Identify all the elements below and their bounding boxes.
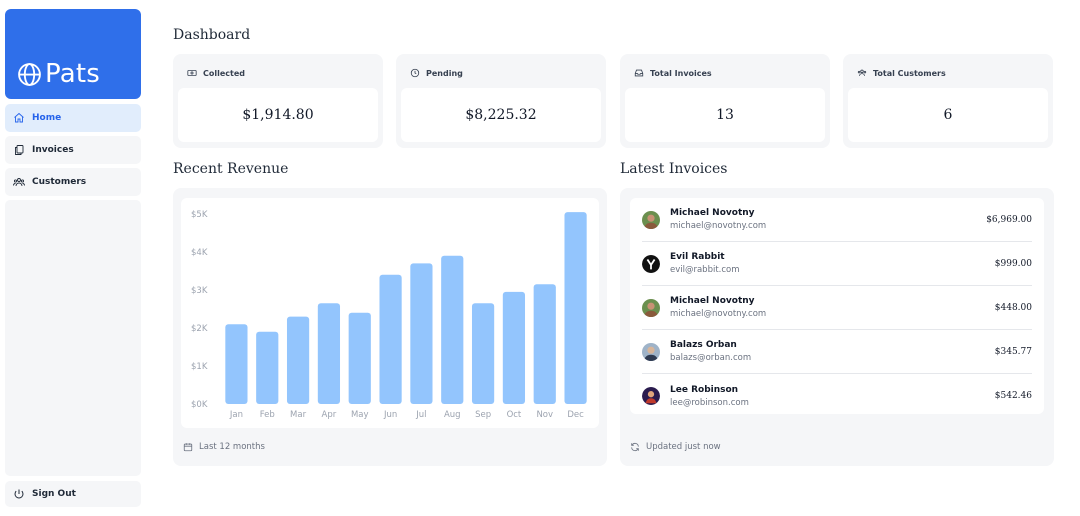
card-collected: Collected $1,914.80: [173, 54, 383, 148]
y-tick-label: $1K: [191, 362, 208, 372]
invoices-panel: Michael Novotny michael@novotny.com $6,96…: [620, 188, 1054, 466]
card-total-customers: Total Customers 6: [843, 54, 1053, 148]
x-tick-label: Apr: [322, 410, 337, 420]
revenue-bar[interactable]: [225, 324, 248, 404]
nav-customers-label: Customers: [32, 177, 87, 187]
invoices-footer: Updated just now: [646, 442, 721, 452]
invoice-name: Balazs Orban: [670, 340, 737, 350]
revenue-bar[interactable]: [256, 331, 279, 404]
invoice-row[interactable]: Balazs Orban balazs@orban.com $345.77: [642, 330, 1032, 374]
invoice-name: Lee Robinson: [670, 384, 739, 395]
revenue-bar[interactable]: [471, 303, 495, 404]
calendar-icon: [183, 443, 193, 452]
revenue-bar[interactable]: [564, 212, 587, 404]
revenue-title: Recent Revenue: [173, 161, 289, 177]
card-label: Total Invoices: [650, 68, 712, 78]
x-tick-label: Aug: [444, 410, 461, 420]
avatar: [642, 387, 660, 405]
x-tick-label: Nov: [536, 410, 553, 420]
card-pending: Pending $8,225.32: [396, 54, 606, 148]
revenue-chart: $0K $1K $2K $3K $4K $5K Jan Feb Mar Apr May Jun Jul A…: [181, 198, 599, 428]
card-total-invoices: Total Invoices 13: [620, 54, 830, 148]
x-tick-label: Mar: [290, 410, 307, 420]
invoice-amount: $345.77: [994, 346, 1032, 357]
invoice-amount: $542.46: [994, 391, 1032, 401]
documents-icon: [15, 145, 24, 155]
invoice-row[interactable]: Michael Novotny michael@novotny.com $6,96…: [642, 198, 1032, 242]
revenue-panel: $0K $1K $2K $3K $4K $5K Jan Feb Mar Apr May Jun Jul A…: [173, 188, 607, 466]
invoice-name: Michael Novotny: [670, 208, 755, 218]
invoice-email: michael@novotny.com: [670, 221, 767, 231]
inbox-icon: [634, 69, 644, 77]
card-value: 6: [943, 107, 953, 123]
revenue-footer: Last 12 months: [199, 442, 265, 452]
x-tick-label: Oct: [507, 410, 522, 420]
card-label: Total Customers: [873, 68, 946, 78]
users-icon: [13, 178, 25, 187]
invoice-row[interactable]: Lee Robinson lee@robinson.com $542.46: [642, 374, 1032, 418]
sign-out-label: Sign Out: [32, 489, 76, 499]
card-value: 13: [716, 107, 734, 123]
invoice-amount: $6,969.00: [986, 214, 1032, 225]
card-label: Collected: [203, 68, 245, 78]
revenue-bar[interactable]: [379, 274, 402, 404]
globe-icon: [18, 62, 41, 86]
avatar: [642, 254, 660, 273]
y-tick-label: $4K: [191, 248, 208, 258]
revenue-bar[interactable]: [410, 263, 433, 404]
invoice-email: lee@robinson.com: [670, 397, 749, 408]
banknotes-icon: [187, 70, 197, 76]
revenue-bar[interactable]: [286, 316, 310, 404]
revenue-bar[interactable]: [533, 284, 556, 404]
brand-logo[interactable]: Pats: [5, 9, 141, 99]
invoice-name: Michael Novotny: [670, 296, 755, 306]
home-icon: [14, 112, 24, 123]
nav-invoices[interactable]: Invoices: [5, 136, 141, 164]
card-value: $1,914.80: [242, 107, 314, 123]
invoice-amount: $999.00: [994, 258, 1032, 269]
nav-customers[interactable]: Customers: [5, 168, 141, 196]
revenue-bar[interactable]: [441, 255, 464, 404]
x-tick-label: Jun: [383, 410, 397, 420]
nav-home-label: Home: [32, 113, 62, 123]
avatar: [642, 342, 660, 361]
y-tick-label: $0K: [191, 400, 208, 410]
y-tick-label: $3K: [191, 286, 208, 296]
invoices-title: Latest Invoices: [620, 161, 728, 177]
card-value: $8,225.32: [465, 107, 537, 123]
brand-name: Pats: [45, 59, 100, 89]
invoice-name: Evil Rabbit: [670, 252, 725, 262]
power-icon: [14, 489, 24, 499]
x-tick-label: Feb: [260, 410, 275, 420]
sign-out-button[interactable]: Sign Out: [5, 481, 141, 507]
invoice-row[interactable]: Michael Novotny michael@novotny.com $448.…: [642, 286, 1032, 330]
refresh-icon: [631, 442, 639, 452]
invoice-amount: $448.00: [994, 302, 1032, 313]
sidebar-spacer: [5, 200, 141, 476]
revenue-bar[interactable]: [317, 303, 341, 404]
card-label: Pending: [426, 68, 463, 78]
invoice-email: evil@rabbit.com: [670, 265, 740, 275]
avatar: [642, 210, 660, 229]
invoice-email: balazs@orban.com: [670, 353, 752, 363]
invoice-email: michael@novotny.com: [670, 309, 767, 319]
invoice-list: Michael Novotny michael@novotny.com $6,96…: [630, 198, 1044, 414]
x-tick-label: Jul: [415, 410, 426, 420]
x-tick-label: Sep: [475, 410, 491, 420]
avatar: [642, 298, 660, 317]
y-tick-label: $5K: [191, 210, 208, 220]
revenue-bar[interactable]: [502, 291, 526, 404]
nav-home[interactable]: Home: [5, 104, 141, 132]
invoice-row[interactable]: Evil Rabbit evil@rabbit.com $999.00: [642, 242, 1032, 286]
x-tick-label: Jan: [229, 410, 243, 420]
page-title: Dashboard: [173, 27, 251, 43]
nav-invoices-label: Invoices: [32, 145, 74, 155]
user-group-icon: [857, 69, 867, 76]
x-tick-label: Dec: [567, 410, 584, 420]
y-tick-label: $2K: [191, 324, 208, 334]
revenue-bar[interactable]: [348, 312, 371, 404]
x-tick-label: May: [351, 410, 369, 420]
clock-icon: [410, 68, 420, 78]
